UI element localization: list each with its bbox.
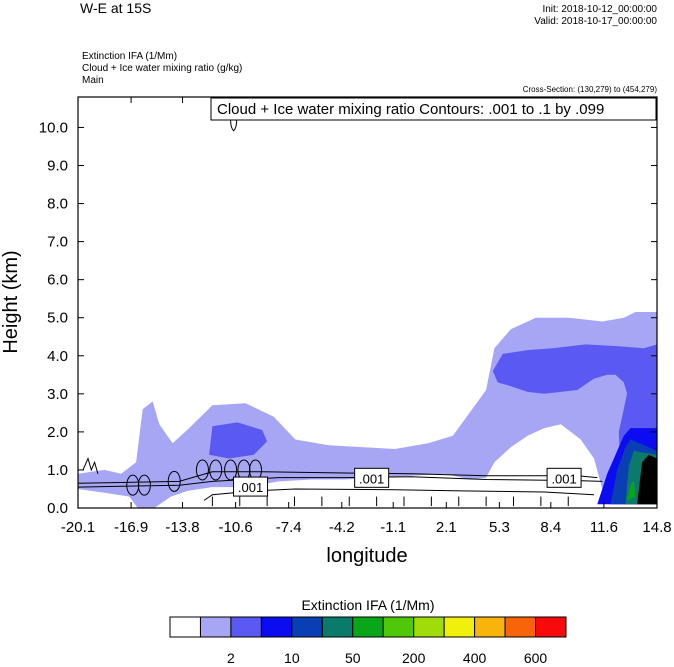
- contour-info-box: [210, 97, 657, 121]
- colorbar-label: 200: [402, 650, 426, 666]
- colorbar-swatch: [443, 616, 476, 638]
- colorbar-swatch: [535, 616, 567, 638]
- contour-labels: .001 .001 .001: [233, 467, 582, 497]
- y-tick-label: 6.0: [47, 272, 68, 289]
- colorbar-title: Extinction IFA (1/Mm): [301, 597, 434, 613]
- field-line-extinction: Extinction IFA (1/Mm): [82, 51, 177, 62]
- x-axis-ticks: -20.1 -16.9 -13.8 -10.6 -7.4 -4.2 -1.1 2.1 5.3 8.…: [61, 97, 672, 536]
- contour-cell-2: [209, 459, 223, 481]
- contour-label-box-2: [354, 467, 390, 488]
- colorbar-swatch: [260, 616, 293, 638]
- y-tick-label: 5.0: [47, 310, 68, 327]
- contour-cell-3: [224, 459, 238, 481]
- x-tick-label: 5.3: [489, 519, 510, 536]
- contour-label-box-1: [233, 476, 269, 497]
- colorbar-swatch: [352, 616, 384, 638]
- contour-line-3: [203, 488, 595, 501]
- y-tick-label: 8.0: [47, 196, 68, 213]
- x-axis-label: longitude: [326, 545, 407, 567]
- colorbar-swatch: [413, 616, 445, 638]
- y-tick-label: 1.0: [47, 462, 68, 479]
- contour-info-text: Cloud + Ice water mixing ratio Contours:…: [217, 101, 604, 118]
- extinction-fill-layer: [78, 115, 657, 508]
- contour-label-box-3: [546, 467, 582, 488]
- extinction-region-2: [209, 422, 268, 459]
- colorbar-label: 400: [463, 650, 487, 666]
- colorbar-label: 10: [284, 650, 300, 666]
- field-line-main: Main: [82, 75, 104, 86]
- colorbar-swatch: [291, 616, 323, 638]
- y-axis-ticks: 0.0 1.0 2.0 3.0 4.0 5.0 6.0 7.0 8.0 9.0 10.0: [39, 119, 657, 517]
- contour-label-2: .001: [359, 471, 384, 486]
- x-tick-label: -7.4: [276, 519, 302, 536]
- x-tick-label: 2.1: [436, 519, 457, 536]
- x-tick-label: -10.6: [219, 519, 253, 536]
- valid-time: Valid: 2018-10-17_00:00:00: [534, 16, 657, 27]
- x-tick-label: 8.4: [540, 519, 561, 536]
- field-line-cloud: Cloud + Ice water mixing ratio (g/kg): [82, 63, 242, 74]
- y-tick-label: 10.0: [39, 119, 68, 136]
- colorbar-swatch: [504, 616, 537, 638]
- x-tick-label: -1.1: [380, 519, 406, 536]
- y-tick-label: 4.0: [47, 348, 68, 365]
- contour-label-1: .001: [238, 480, 263, 495]
- contour-line-4: [82, 457, 99, 474]
- colorbar-swatch: [230, 616, 262, 638]
- extinction-region-8: [637, 454, 657, 505]
- colorbar-swatch: [199, 616, 232, 638]
- colorbar-label: 600: [524, 650, 548, 666]
- y-axis-label: Height (km): [0, 250, 22, 353]
- chart-title: W-E at 15S: [80, 0, 151, 16]
- x-tick-label: 14.8: [642, 519, 671, 536]
- contour-label-3: .001: [551, 471, 576, 486]
- y-tick-label: 3.0: [47, 386, 68, 403]
- x-tick-label: -13.8: [165, 519, 199, 536]
- colorbar-swatch: [382, 616, 415, 638]
- contour-cell-7: [137, 474, 151, 496]
- plot-frame: [77, 96, 658, 509]
- contour-cell-8: [167, 470, 181, 492]
- plot-background: [78, 97, 657, 508]
- cross-section-label: Cross-Section: (130,279) to (454,279): [523, 85, 658, 94]
- y-tick-label: 7.0: [47, 234, 68, 251]
- colorbar-swatch: [474, 616, 506, 638]
- colorbar-swatch: [321, 616, 354, 638]
- extinction-region-7: [627, 481, 636, 501]
- init-time: Init: 2018-10-12_00:00:00: [542, 4, 657, 15]
- contour-cell-1: [195, 459, 209, 481]
- extinction-region-3: [492, 344, 657, 505]
- x-tick-label: 11.6: [590, 519, 618, 536]
- colorbar-label: 2: [227, 650, 235, 666]
- x-tick-label: -16.9: [114, 519, 148, 536]
- x-tick-label: -20.1: [61, 519, 95, 536]
- y-tick-label: 9.0: [47, 158, 68, 175]
- y-tick-label: 0.0: [47, 500, 68, 517]
- y-tick-label: 2.0: [47, 424, 68, 441]
- x-tick-label: -4.2: [329, 519, 355, 536]
- colorbar-label: 50: [345, 650, 361, 666]
- colorbar: 2 10 50 200 400 600: [169, 616, 567, 666]
- colorbar-swatch: [169, 616, 201, 638]
